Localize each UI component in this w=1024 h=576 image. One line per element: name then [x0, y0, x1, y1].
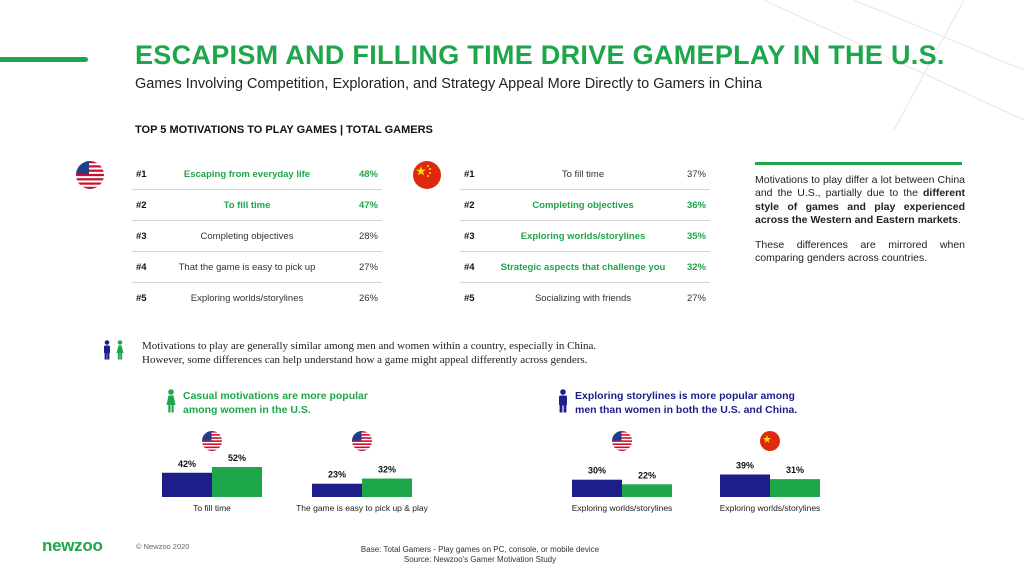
category-label: The game is easy to pick up & play: [296, 503, 429, 513]
us-table-label: Completing objectives: [200, 231, 294, 242]
man-icon: [559, 389, 567, 413]
bar-value-label: 31%: [786, 465, 804, 475]
us-table-label: To fill time: [223, 200, 271, 211]
newzoo-logo: newzoo: [42, 536, 103, 555]
women-callout: Casual motivations are more popular amon…: [183, 390, 368, 417]
us-table-row: #3 Completing objectives 28%: [132, 221, 382, 252]
us-table-rank: #1: [136, 169, 147, 180]
bar-men: [720, 474, 770, 497]
category-label: Exploring worlds/storylines: [720, 503, 821, 513]
cn-table-row: #3 Exploring worlds/storylines 35%: [460, 221, 710, 252]
bar-value-label: 39%: [736, 461, 754, 471]
cn-table-label: Exploring worlds/storylines: [520, 231, 646, 242]
cn-table-rank: #4: [464, 262, 475, 273]
cn-table-row: #5 Socializing with friends 27%: [460, 283, 710, 314]
cn-table-pct: 37%: [686, 169, 706, 180]
bar-value-label: 30%: [588, 466, 606, 476]
category-label: Exploring worlds/storylines: [572, 503, 673, 513]
us-table-row: #4 That the game is easy to pick up 27%: [132, 252, 382, 283]
us-ranking-table: #1 Escaping from everyday life 48% #2 To fil…: [132, 159, 382, 314]
sidebar-note: Motivations to play differ a lot between…: [755, 174, 965, 278]
bar-men: [312, 483, 362, 497]
cn-table-label: Socializing with friends: [534, 293, 632, 304]
cn-table-pct: 35%: [686, 231, 706, 242]
accent-bar: [0, 57, 88, 62]
us-table-row: #5 Exploring worlds/storylines 26%: [132, 283, 382, 314]
china-flag-icon: [760, 431, 780, 451]
cn-table-pct: 32%: [686, 262, 706, 273]
sidebar-p1-bold: different style of games and play experi…: [755, 187, 965, 226]
bar-value-label: 22%: [638, 470, 656, 480]
china-ranking-table: #1 To fill time 37% #2 Completing objectives…: [460, 159, 710, 314]
footer-source: Base: Total Gamers - Play games on PC, c…: [330, 545, 630, 565]
us-table-rank: #3: [136, 231, 147, 242]
bar-value-label: 23%: [328, 470, 346, 480]
cn-table-rank: #1: [464, 169, 475, 180]
sidebar-accent-line: [755, 162, 962, 165]
us-table-label: That the game is easy to pick up: [178, 262, 316, 273]
sidebar-p1-post: .: [957, 213, 961, 226]
us-flag-icon: [352, 431, 372, 451]
sidebar-p2: These differences are mirrored when comp…: [755, 239, 965, 265]
cn-table-row: #1 To fill time 37%: [460, 159, 710, 190]
bar-women: [362, 478, 412, 497]
us-table-pct: 26%: [358, 293, 378, 304]
us-flag-icon: [612, 431, 632, 451]
us-table-row: #1 Escaping from everyday life 48%: [132, 159, 382, 190]
bar-men: [162, 472, 212, 497]
woman-icon: [166, 389, 176, 413]
women-callout-line2: among women in the U.S.: [183, 403, 311, 416]
us-table-label: Escaping from everyday life: [183, 169, 311, 180]
page-subtitle: Games Involving Competition, Exploration…: [135, 76, 763, 92]
bar-value-label: 42%: [178, 459, 196, 469]
page-title: ESCAPISM AND FILLING TIME DRIVE GAMEPLAY…: [135, 40, 945, 70]
us-table-pct: 47%: [358, 200, 378, 211]
bar-women: [622, 484, 672, 497]
decorative-lines: [764, 0, 1024, 130]
cn-table-pct: 27%: [686, 293, 706, 304]
men-callout-line2: men than women in both the U.S. and Chin…: [575, 403, 798, 416]
cn-table-rank: #2: [464, 200, 475, 211]
men-women-icon: [104, 340, 124, 360]
us-table-rank: #4: [136, 262, 147, 273]
footer-source-line: Source: Newzoo's Gamer Motivation Study: [403, 555, 557, 564]
us-table-pct: 27%: [358, 262, 378, 273]
category-label: To fill time: [193, 503, 231, 513]
sidebar-p1-pre: Motivations to play differ a lot between…: [755, 174, 965, 200]
bar-value-label: 52%: [228, 453, 246, 463]
gender-note-line2: However, some differences can help under…: [142, 354, 588, 366]
bar-women: [212, 467, 262, 497]
bar-women: [770, 479, 820, 497]
gender-note-line1: Motivations to play are generally simila…: [142, 340, 597, 352]
cn-table-row: #2 Completing objectives 36%: [460, 190, 710, 221]
cn-table-pct: 36%: [686, 200, 706, 211]
us-table-row: #2 To fill time 47%: [132, 190, 382, 221]
us-flag-icon: [202, 431, 222, 451]
china-flag-icon: [413, 161, 441, 189]
copyright-text: © Newzoo 2020: [136, 542, 190, 551]
us-table-label: Exploring worlds/storylines: [190, 293, 304, 304]
us-table-rank: #2: [136, 200, 147, 211]
cn-table-label: Strategic aspects that challenge you: [500, 262, 666, 273]
men-callout: Exploring storylines is more popular amo…: [575, 390, 797, 417]
us-table-rank: #5: [136, 293, 147, 304]
cn-table-label: Completing objectives: [532, 200, 634, 211]
bar-value-label: 32%: [378, 465, 396, 475]
cn-table-row: #4 Strategic aspects that challenge you 32…: [460, 252, 710, 283]
footer-base: Base: Total Gamers - Play games on PC, c…: [360, 545, 600, 554]
us-table-pct: 48%: [358, 169, 378, 180]
us-table-pct: 28%: [358, 231, 378, 242]
cn-table-label: To fill time: [561, 169, 605, 180]
section-title: TOP 5 MOTIVATIONS TO PLAY GAMES | TOTAL …: [135, 124, 433, 136]
us-flag-icon: [76, 161, 104, 189]
gender-note: Motivations to play are generally simila…: [142, 339, 596, 367]
women-callout-line1: Casual motivations are more popular: [183, 390, 368, 402]
bar-men: [572, 479, 622, 497]
cn-table-rank: #5: [464, 293, 475, 304]
cn-table-rank: #3: [464, 231, 475, 242]
men-callout-line1: Exploring storylines is more popular amo…: [575, 390, 795, 402]
